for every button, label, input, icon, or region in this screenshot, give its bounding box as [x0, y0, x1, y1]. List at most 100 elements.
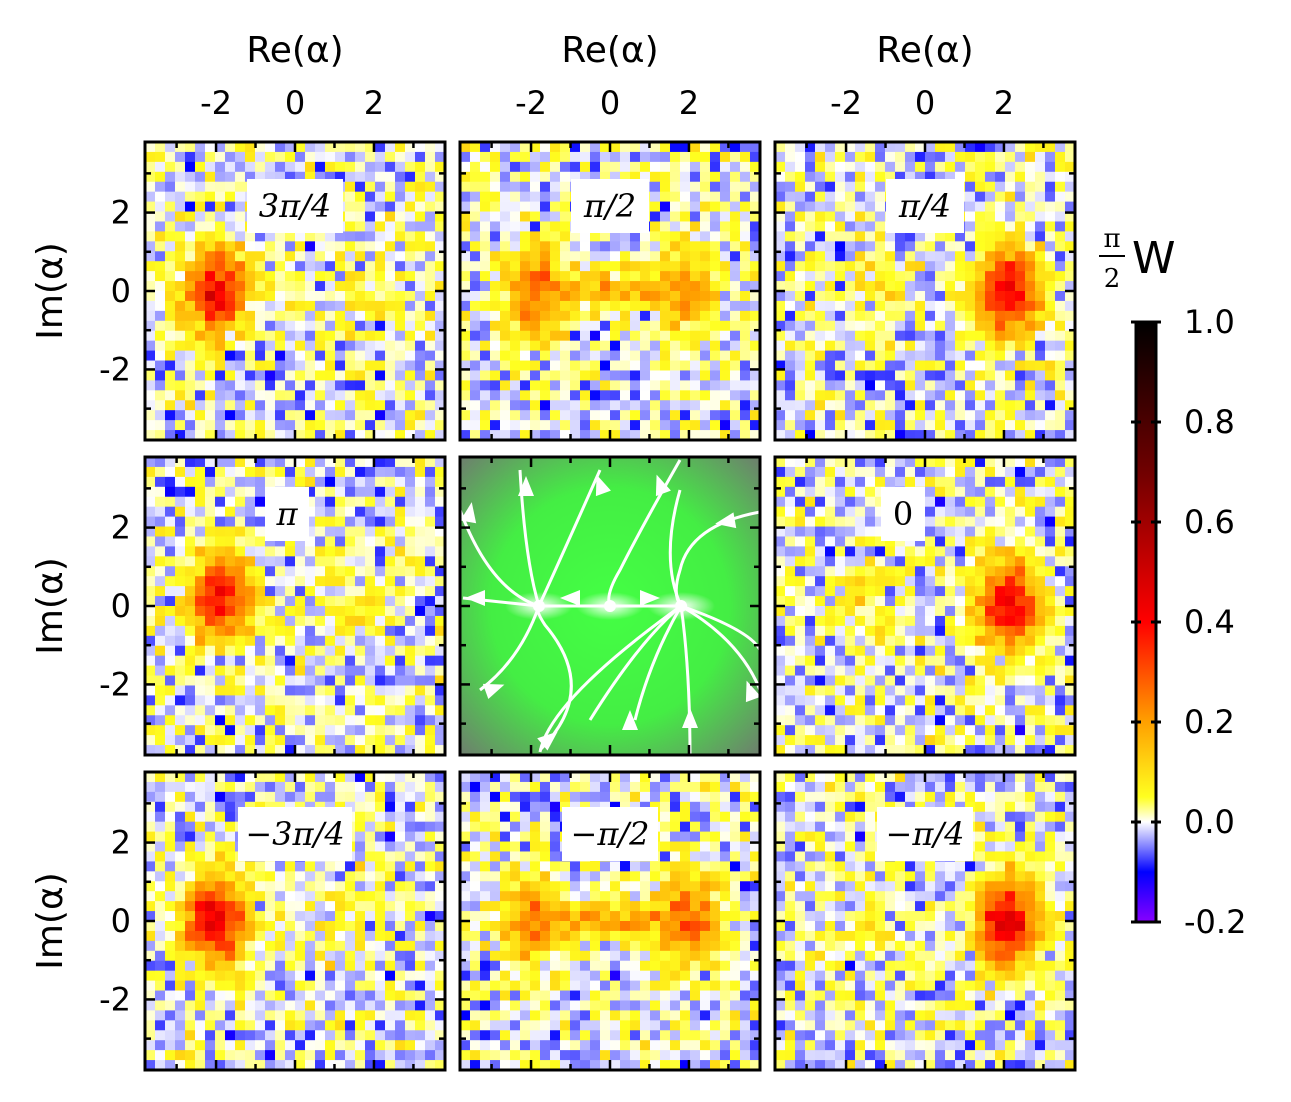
wigner-pixel	[325, 546, 336, 557]
wigner-pixel	[355, 241, 366, 252]
wigner-pixel	[435, 320, 446, 332]
wigner-pixel	[365, 635, 376, 647]
wigner-pixel	[245, 430, 256, 441]
wigner-pixel	[955, 261, 966, 272]
wigner-pixel	[710, 261, 721, 272]
wigner-pixel	[905, 635, 916, 647]
wigner-pixel	[975, 320, 986, 332]
wigner-pixel	[1035, 486, 1046, 498]
wigner-pixel	[245, 625, 256, 637]
wigner-pixel	[245, 161, 256, 173]
wigner-pixel	[375, 231, 386, 242]
wigner-pixel	[215, 161, 226, 173]
wigner-pixel	[470, 350, 481, 362]
wigner-pixel	[955, 725, 966, 736]
wigner-pixel	[905, 350, 916, 362]
wigner-pixel	[165, 901, 176, 912]
wigner-pixel	[225, 705, 236, 716]
wigner-pixel	[235, 191, 246, 203]
wigner-pixel	[955, 655, 966, 667]
wigner-pixel	[235, 715, 246, 726]
wigner-pixel	[285, 772, 296, 783]
wigner-pixel	[205, 625, 216, 637]
wigner-pixel	[1015, 430, 1026, 441]
wigner-pixel	[690, 410, 701, 421]
wigner-pixel	[540, 161, 551, 173]
wigner-pixel	[375, 586, 386, 597]
wigner-pixel	[470, 142, 481, 153]
wigner-pixel	[155, 340, 166, 352]
wigner-pixel	[690, 181, 701, 193]
wigner-pixel	[825, 151, 836, 163]
wigner-pixel	[995, 151, 1006, 163]
wigner-pixel	[875, 420, 886, 431]
wigner-pixel	[550, 340, 561, 352]
wigner-pixel	[265, 930, 276, 942]
wigner-pixel	[405, 506, 416, 518]
wigner-pixel	[255, 891, 266, 902]
wigner-pixel	[345, 725, 356, 736]
wigner-pixel	[985, 410, 996, 421]
wigner-pixel	[1015, 596, 1026, 607]
wigner-pixel	[730, 151, 741, 163]
wigner-pixel	[435, 546, 446, 557]
wigner-pixel	[145, 675, 156, 687]
wigner-pixel	[540, 251, 551, 262]
wigner-pixel	[1055, 725, 1066, 736]
wigner-pixel	[785, 536, 796, 547]
wigner-pixel	[415, 261, 426, 272]
wigner-pixel	[795, 410, 806, 421]
wigner-pixel	[630, 310, 641, 322]
wigner-pixel	[530, 231, 541, 242]
wigner-pixel	[875, 735, 886, 746]
wigner-pixel	[395, 390, 406, 401]
wigner-pixel	[985, 261, 996, 272]
wigner-pixel	[1005, 735, 1016, 746]
wigner-pixel	[335, 695, 346, 706]
wigner-pixel	[1035, 221, 1046, 232]
wigner-pixel	[865, 271, 876, 282]
wigner-pixel	[875, 291, 886, 302]
wigner-pixel	[795, 251, 806, 262]
wigner-pixel	[710, 211, 721, 223]
wigner-pixel	[385, 231, 396, 242]
wigner-pixel	[265, 871, 276, 882]
wigner-pixel	[1015, 506, 1026, 518]
wigner-pixel	[255, 695, 266, 706]
wigner-pixel	[955, 546, 966, 557]
wigner-pixel	[945, 241, 956, 252]
wigner-pixel	[660, 251, 671, 262]
wigner-pixel	[885, 665, 896, 677]
wigner-pixel	[965, 566, 976, 577]
wigner-pixel	[855, 330, 866, 342]
wigner-pixel	[510, 201, 521, 213]
wigner-pixel	[905, 476, 916, 488]
wigner-pixel	[255, 645, 266, 657]
wigner-pixel	[775, 635, 786, 647]
wigner-pixel	[925, 340, 936, 352]
wigner-pixel	[835, 735, 846, 746]
panels-layer: 3π/4 π/2 π/4π 0−3π/4 −π/2 −π/4	[145, 142, 1076, 1071]
wigner-pixel	[875, 695, 886, 706]
wigner-pixel	[265, 625, 276, 637]
wigner-pixel	[740, 261, 751, 272]
wigner-pixel	[245, 300, 256, 312]
wigner-pixel	[235, 685, 246, 696]
wigner-pixel	[825, 526, 836, 538]
wigner-pixel	[1065, 715, 1076, 726]
wigner-pixel	[590, 310, 601, 322]
wigner-pixel	[600, 330, 611, 342]
wigner-pixel	[1055, 191, 1066, 203]
wigner-pixel	[955, 420, 966, 431]
wigner-pixel	[530, 320, 541, 332]
wigner-pixel	[325, 596, 336, 607]
wigner-pixel	[1005, 201, 1016, 213]
wigner-pixel	[1055, 705, 1066, 716]
wigner-pixel	[1025, 350, 1036, 362]
wigner-pixel	[500, 281, 511, 292]
wigner-pixel	[1015, 496, 1026, 508]
wigner-pixel	[805, 142, 816, 153]
wigner-pixel	[385, 566, 396, 577]
wigner-pixel	[915, 655, 926, 667]
wigner-pixel	[405, 390, 416, 401]
